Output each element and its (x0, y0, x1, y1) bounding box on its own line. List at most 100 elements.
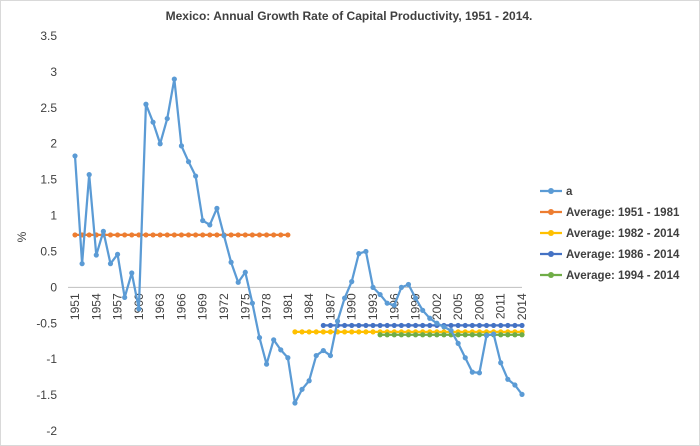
data-point (164, 115, 170, 122)
data-point (278, 232, 284, 238)
series-average-1994-2014 (377, 332, 525, 338)
data-point (292, 329, 298, 335)
data-point (263, 232, 270, 238)
data-point (498, 322, 504, 329)
legend-item: Average: 1982 - 2014 (540, 228, 680, 240)
legend-swatch-marker (548, 230, 554, 236)
data-point (398, 322, 404, 329)
data-point (207, 222, 213, 228)
data-point (349, 322, 355, 329)
data-point (356, 322, 362, 329)
data-point (412, 332, 419, 338)
y-tick-label: 0.5 (40, 244, 57, 258)
x-tick-label: 1966 (174, 293, 188, 320)
data-point (235, 279, 241, 285)
data-point (434, 320, 440, 326)
data-point (327, 352, 334, 359)
data-point (377, 332, 383, 338)
data-point (441, 324, 447, 330)
data-point (363, 322, 369, 329)
y-tick-label: 2.5 (40, 101, 57, 115)
data-point (505, 322, 511, 329)
data-point (193, 173, 199, 179)
data-point (72, 232, 78, 238)
y-tick-label: -1.5 (36, 388, 57, 402)
data-point (342, 295, 348, 301)
data-point (306, 329, 312, 335)
data-point (242, 269, 248, 275)
data-point (455, 322, 461, 329)
x-tick-label: 1954 (89, 293, 103, 320)
data-point (455, 340, 461, 346)
data-point (214, 205, 220, 211)
data-point (136, 232, 142, 238)
legend-swatch-marker (548, 188, 554, 194)
data-point (136, 306, 142, 312)
data-point (512, 332, 518, 338)
x-tick-label: 1990 (345, 293, 359, 320)
data-point (249, 232, 255, 238)
data-point (320, 329, 326, 335)
x-tick-label: 1969 (196, 293, 210, 320)
data-point (285, 355, 291, 361)
legend-label: Average: 1986 - 2014 (566, 249, 680, 261)
data-point (107, 232, 114, 238)
data-point (93, 252, 99, 258)
data-point (469, 332, 475, 338)
data-point (412, 322, 419, 329)
x-tick-label: 1975 (238, 293, 252, 320)
data-point (377, 322, 383, 329)
data-point (150, 232, 156, 238)
data-point (143, 232, 149, 238)
data-point (420, 307, 426, 313)
data-point (363, 329, 369, 335)
series-average-1986-2014 (320, 322, 525, 329)
data-point (427, 332, 433, 338)
data-point (476, 322, 483, 329)
data-point (320, 347, 326, 354)
data-point (157, 232, 163, 238)
data-point (377, 291, 383, 298)
data-point (448, 327, 454, 334)
data-point (405, 322, 412, 329)
legend-item: a (540, 186, 573, 198)
data-point (214, 232, 220, 238)
data-point (122, 294, 128, 301)
data-point (448, 322, 454, 329)
data-point (512, 382, 518, 388)
x-tick-label: 1978 (260, 293, 274, 320)
data-point (235, 232, 241, 238)
data-point (420, 322, 426, 329)
x-tick-label: 1981 (281, 293, 295, 320)
x-tick-label: 1951 (68, 293, 82, 320)
y-tick-label: 3.5 (40, 29, 57, 43)
data-point (185, 159, 192, 165)
x-tick-label: 1963 (153, 293, 167, 320)
y-tick-label: 3 (50, 65, 57, 79)
data-point (193, 232, 199, 238)
data-point (79, 261, 85, 267)
data-point (271, 337, 277, 343)
x-tick-label: 1999 (409, 293, 423, 320)
legend-label: Average: 1982 - 2014 (566, 228, 680, 240)
data-point (427, 322, 433, 329)
x-tick-label: 1993 (366, 293, 380, 320)
data-point (157, 141, 163, 147)
plot-area (72, 76, 525, 406)
data-point (228, 232, 234, 238)
chart-title: Mexico: Annual Growth Rate of Capital Pr… (166, 9, 533, 23)
x-tick-label: 1972 (217, 293, 231, 320)
x-tick-labels: 1951195419571960196319661969197219751978… (68, 293, 529, 320)
legend-item: Average: 1951 - 1981 (540, 207, 680, 219)
y-axis-label: % (15, 231, 29, 242)
data-point (505, 332, 511, 338)
data-point (313, 329, 319, 335)
data-point (483, 332, 490, 339)
legend-item: Average: 1994 - 2014 (540, 270, 680, 282)
data-point (114, 251, 121, 257)
legend-item: Average: 1986 - 2014 (540, 249, 680, 261)
data-point (398, 332, 404, 338)
data-point (370, 284, 376, 290)
data-point (72, 153, 78, 159)
